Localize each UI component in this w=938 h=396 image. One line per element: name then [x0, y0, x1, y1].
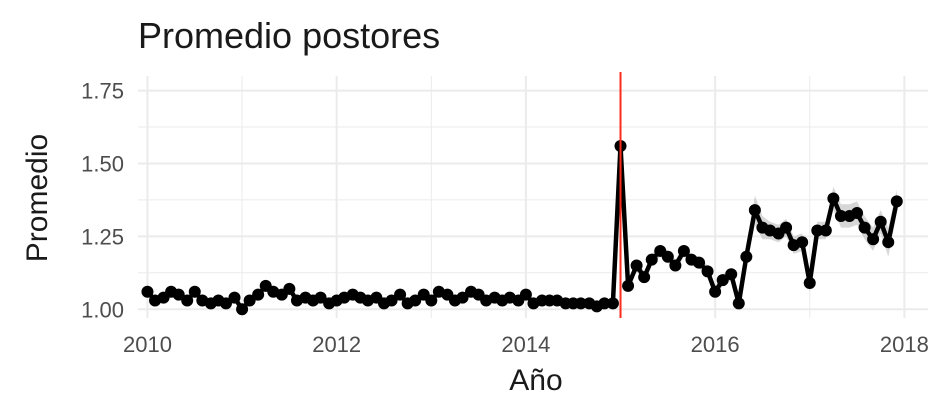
data-point — [867, 233, 880, 246]
x-tick-label: 2018 — [880, 332, 929, 357]
x-tick-label: 2014 — [501, 332, 550, 357]
data-point — [394, 288, 407, 301]
y-axis-ticks: 1.00 1.25 1.50 1.75 — [81, 79, 124, 323]
x-tick-label: 2012 — [312, 332, 361, 357]
data-point — [283, 282, 296, 295]
data-point — [803, 277, 816, 290]
data-point — [819, 224, 832, 237]
data-point — [796, 236, 809, 249]
y-tick-label: 1.50 — [81, 151, 124, 176]
data-point — [606, 297, 619, 310]
data-point — [732, 297, 745, 310]
data-point — [385, 294, 398, 307]
data-point — [456, 291, 469, 304]
data-point — [181, 294, 194, 307]
data-point — [693, 256, 706, 269]
data-point — [314, 291, 327, 304]
x-tick-label: 2016 — [691, 332, 740, 357]
data-point — [780, 221, 793, 234]
data-point — [645, 253, 658, 266]
series — [141, 139, 903, 316]
data-point — [874, 215, 887, 228]
data-point — [228, 291, 241, 304]
data-point — [141, 285, 154, 298]
data-point — [725, 268, 738, 281]
data-point — [252, 288, 265, 301]
data-point — [716, 274, 729, 287]
data-point — [638, 271, 651, 284]
data-point — [661, 250, 674, 263]
chart-title: Promedio postores — [138, 15, 440, 56]
x-axis-ticks: 2010 2012 2014 2016 2018 — [123, 332, 929, 357]
data-point — [409, 294, 422, 307]
data-point — [172, 288, 185, 301]
y-tick-label: 1.00 — [81, 297, 124, 322]
y-tick-label: 1.75 — [81, 79, 124, 104]
data-point — [519, 288, 532, 301]
data-point — [740, 250, 753, 263]
data-point — [701, 265, 714, 278]
data-point — [243, 294, 256, 307]
data-point — [574, 297, 587, 310]
y-axis-title: Promedio — [21, 134, 54, 262]
y-tick-label: 1.25 — [81, 224, 124, 249]
data-point — [630, 259, 643, 272]
data-point — [425, 294, 438, 307]
data-point — [709, 285, 722, 298]
data-point — [834, 209, 847, 222]
data-point — [858, 221, 871, 234]
data-point — [851, 207, 864, 220]
data-point — [598, 297, 611, 310]
data-point — [748, 204, 761, 217]
data-point — [669, 259, 682, 272]
data-point — [236, 303, 249, 316]
data-point — [882, 236, 895, 249]
data-point — [622, 279, 635, 292]
data-point — [811, 224, 824, 237]
data-point — [188, 285, 201, 298]
data-point — [677, 244, 690, 257]
data-point — [219, 297, 232, 310]
data-point — [827, 192, 840, 205]
x-axis-title: Año — [509, 364, 562, 396]
data-point — [890, 195, 903, 208]
x-tick-label: 2010 — [123, 332, 172, 357]
